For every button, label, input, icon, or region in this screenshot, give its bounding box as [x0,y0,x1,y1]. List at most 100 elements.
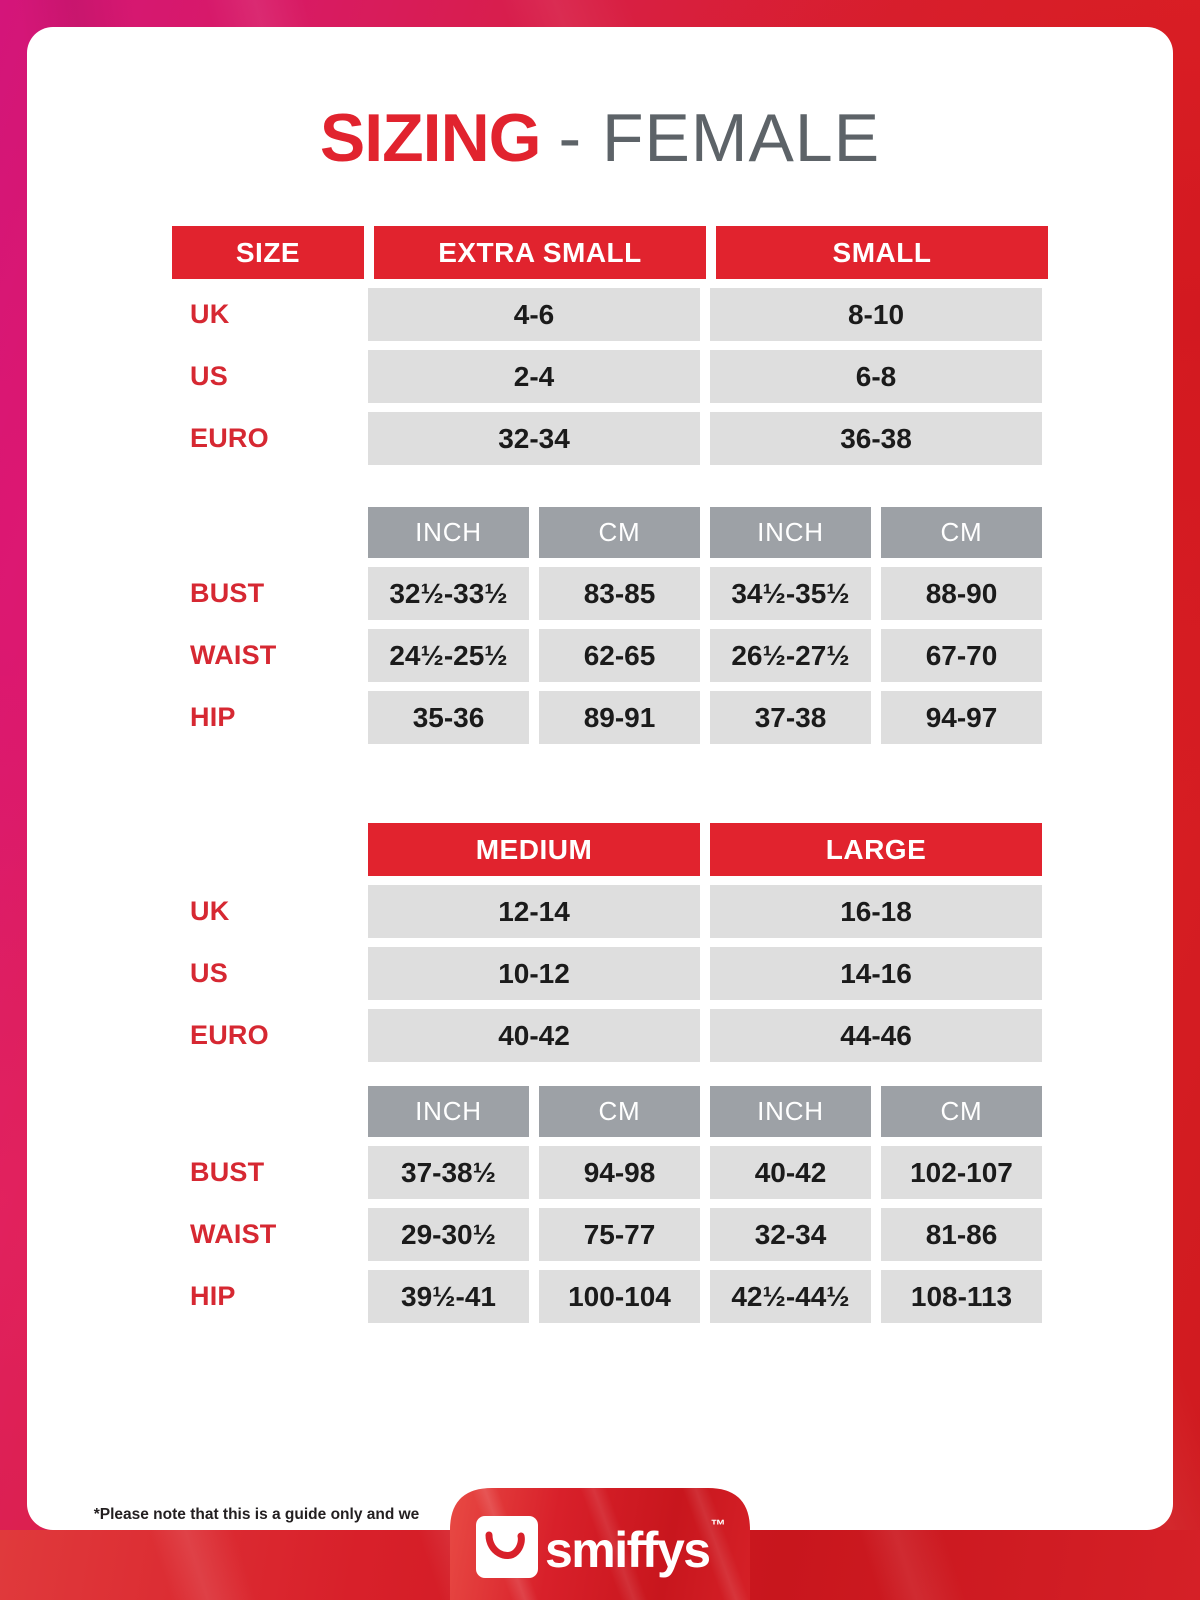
unit-header-row: INCH CM INCH CM [172,507,1042,558]
column-gap [700,629,710,682]
cell-euro-l: 44-46 [710,1009,1042,1062]
column-gap [700,567,710,620]
row-label-blank [172,1086,368,1137]
column-gap [700,1146,710,1199]
column-gap [700,412,710,465]
header-cell-extra-small: EXTRA SMALL [374,226,706,279]
cell-waist-l-cm: 81-86 [881,1208,1042,1261]
cell-waist-l-inch: 32-34 [710,1208,871,1261]
cell-euro-xs: 32-34 [368,412,700,465]
cell-euro-s: 36-38 [710,412,1042,465]
column-gap [871,567,881,620]
cell-hip-xs-cm: 89-91 [539,691,700,744]
table-row: UK 12-14 16-18 [172,885,1042,938]
column-gap [529,567,539,620]
cell-bust-xs-inch: 32½-33½ [368,567,529,620]
row-label-euro: EURO [190,1020,269,1050]
unit-header-cm-xs: CM [539,507,700,558]
column-gap [700,1009,710,1062]
sizing-table-m-l: MEDIUM LARGE UK 12-14 16-18 US 10-12 14-… [172,823,1042,1332]
cell-euro-m: 40-42 [368,1009,700,1062]
column-gap [700,1208,710,1261]
column-gap [364,226,374,279]
table-row: BUST 32½-33½ 83-85 34½-35½ 88-90 [172,567,1042,620]
unit-header-cm-l: CM [881,1086,1042,1137]
row-label-bust: BUST [190,578,265,608]
column-gap [871,629,881,682]
table-row: EURO 40-42 44-46 [172,1009,1042,1062]
row-label-euro: EURO [190,423,269,453]
trademark-symbol: ™ [710,1516,726,1534]
disclaimer-line-1: *Please note that this is a guide only a… [93,1506,420,1530]
header-cell-blank [172,823,368,876]
smile-icon-svg [485,1531,525,1560]
cell-uk-s: 8-10 [710,288,1042,341]
header-cell-medium: MEDIUM [368,823,700,876]
unit-header-row: INCH CM INCH CM [172,1086,1042,1137]
cell-bust-m-inch: 37-38½ [368,1146,529,1199]
cell-us-l: 14-16 [710,947,1042,1000]
cell-waist-m-cm: 75-77 [539,1208,700,1261]
column-gap [529,507,539,558]
title-secondary: - FEMALE [558,100,881,176]
unit-header-inch-s: INCH [710,507,871,558]
header-cell-small: SMALL [716,226,1048,279]
row-label-uk: UK [190,299,230,329]
column-gap [529,1208,539,1261]
unit-header-cm-s: CM [881,507,1042,558]
cell-hip-xs-inch: 35-36 [368,691,529,744]
column-gap [700,947,710,1000]
table-row: BUST 37-38½ 94-98 40-42 102-107 [172,1146,1042,1199]
column-gap [871,1208,881,1261]
column-gap [700,350,710,403]
brand-logo: smiffys ™ [476,1516,726,1578]
row-label-bust: BUST [190,1157,265,1187]
cell-us-xs: 2-4 [368,350,700,403]
row-label-hip: HIP [190,702,236,732]
row-spacer [172,474,1042,507]
table-row: HIP 39½-41 100-104 42½-44½ 108-113 [172,1270,1042,1323]
cell-hip-s-inch: 37-38 [710,691,871,744]
unit-header-cm-m: CM [539,1086,700,1137]
table-row: UK 4-6 8-10 [172,288,1042,341]
cell-bust-xs-cm: 83-85 [539,567,700,620]
cell-waist-s-cm: 67-70 [881,629,1042,682]
header-cell-large: LARGE [710,823,1042,876]
column-gap [529,1146,539,1199]
cell-us-s: 6-8 [710,350,1042,403]
table-row: EURO 32-34 36-38 [172,412,1042,465]
cell-waist-s-inch: 26½-27½ [710,629,871,682]
header-cell-size: SIZE [172,226,364,279]
smile-icon [476,1516,538,1578]
cell-hip-m-inch: 39½-41 [368,1270,529,1323]
column-gap [700,691,710,744]
cell-waist-xs-cm: 62-65 [539,629,700,682]
row-spacer [172,1071,1042,1086]
cell-bust-l-inch: 40-42 [710,1146,871,1199]
sizing-table-xs-s: SIZE EXTRA SMALL SMALL UK 4-6 8-10 US 2-… [172,226,1048,753]
cell-uk-l: 16-18 [710,885,1042,938]
column-gap [700,1086,710,1137]
unit-header-inch-l: INCH [710,1086,871,1137]
row-label-blank [172,507,368,558]
row-label-us: US [190,958,228,988]
column-gap [871,691,881,744]
table-row: HIP 35-36 89-91 37-38 94-97 [172,691,1042,744]
row-label-us: US [190,361,228,391]
column-gap [871,1146,881,1199]
column-gap [700,507,710,558]
column-gap [529,629,539,682]
table-row: US 2-4 6-8 [172,350,1042,403]
title-primary: SIZING [319,100,542,176]
row-label-waist: WAIST [190,1219,277,1249]
cell-hip-s-cm: 94-97 [881,691,1042,744]
table-row: US 10-12 14-16 [172,947,1042,1000]
cell-hip-l-cm: 108-113 [881,1270,1042,1323]
cell-bust-s-inch: 34½-35½ [710,567,871,620]
brand-name: smiffys [545,1522,711,1578]
cell-us-m: 10-12 [368,947,700,1000]
column-gap [871,507,881,558]
column-gap [529,1086,539,1137]
cell-hip-l-inch: 42½-44½ [710,1270,871,1323]
table-header-row: SIZE EXTRA SMALL SMALL [172,226,1048,279]
